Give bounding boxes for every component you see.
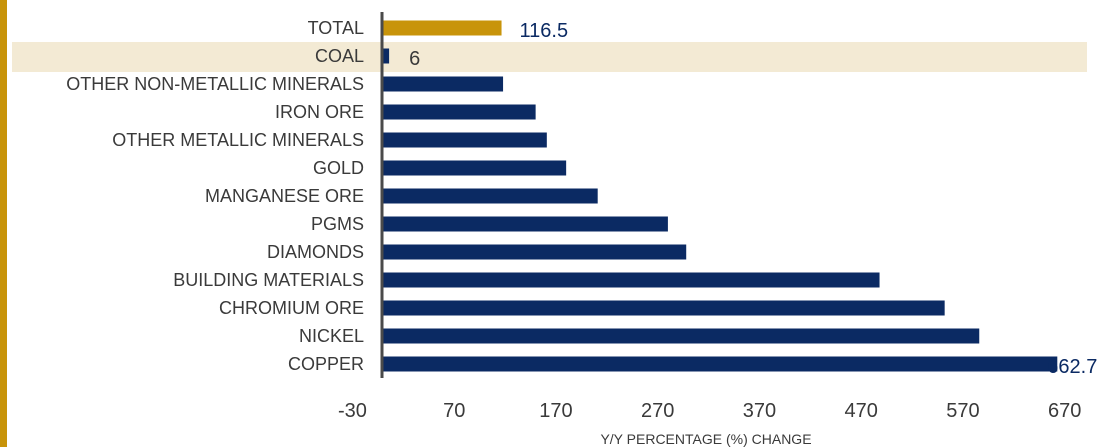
category-label-coal: COAL (315, 46, 364, 66)
bar-iron-ore (383, 104, 536, 120)
bar-chromium-ore (383, 300, 945, 316)
category-label-diamonds: DIAMONDS (267, 242, 364, 262)
data-label-total: 116.5 (520, 20, 569, 42)
category-label-other-non-metallic-minerals: OTHER NON-METALLIC MINERALS (66, 74, 364, 94)
highlight-band-layer (12, 42, 1087, 72)
category-label-iron-ore: IRON ORE (275, 102, 364, 122)
x-tick-label: 270 (641, 400, 674, 422)
highlight-band-coal (12, 42, 1087, 72)
bar-building-materials (383, 272, 880, 288)
category-label-chromium-ore: CHROMIUM ORE (219, 298, 364, 318)
category-label-copper: COPPER (288, 354, 364, 374)
category-label-building-materials: BUILDING MATERIALS (173, 270, 364, 290)
bar-other-metallic-minerals (383, 132, 547, 148)
bar-other-non-metallic-minerals (383, 76, 504, 92)
category-label-gold: GOLD (313, 158, 364, 178)
bar-pgms (383, 216, 668, 232)
category-label-pgms: PGMS (311, 214, 364, 234)
bars-layer (383, 20, 1058, 372)
x-tick-label: 570 (946, 400, 979, 422)
x-tick-label: 370 (743, 400, 776, 422)
x-axis-title: Y/Y PERCENTAGE (%) CHANGE (600, 431, 811, 447)
x-axis-tick-labels: -30 70 170 270 370 470 570 670 (338, 400, 1081, 422)
x-tick-label: 170 (539, 400, 572, 422)
bar-nickel (383, 328, 980, 344)
bar-manganese-ore (383, 188, 598, 204)
bar-diamonds (383, 244, 687, 260)
category-label-manganese-ore: MANGANESE ORE (205, 186, 364, 206)
data-labels: 116.5 6 662.7 (409, 20, 1097, 378)
x-tick-label: 670 (1048, 400, 1081, 422)
x-tick-label: 470 (845, 400, 878, 422)
bar-coal (383, 48, 390, 64)
category-labels: TOTAL COAL OTHER NON-METALLIC MINERALS IRON… (66, 18, 364, 374)
x-tick-label: 70 (443, 400, 465, 422)
category-label-nickel: NICKEL (299, 326, 364, 346)
data-label-copper: 662.7 (1047, 356, 1097, 378)
x-tick-label: -30 (338, 400, 367, 422)
left-accent-stripe (0, 0, 7, 447)
category-label-other-metallic-minerals: OTHER METALLIC MINERALS (112, 130, 364, 150)
bar-gold (383, 160, 567, 176)
bar-total (383, 20, 502, 36)
category-label-total: TOTAL (308, 18, 364, 38)
data-label-coal: 6 (409, 48, 420, 70)
bar-copper (383, 356, 1058, 372)
